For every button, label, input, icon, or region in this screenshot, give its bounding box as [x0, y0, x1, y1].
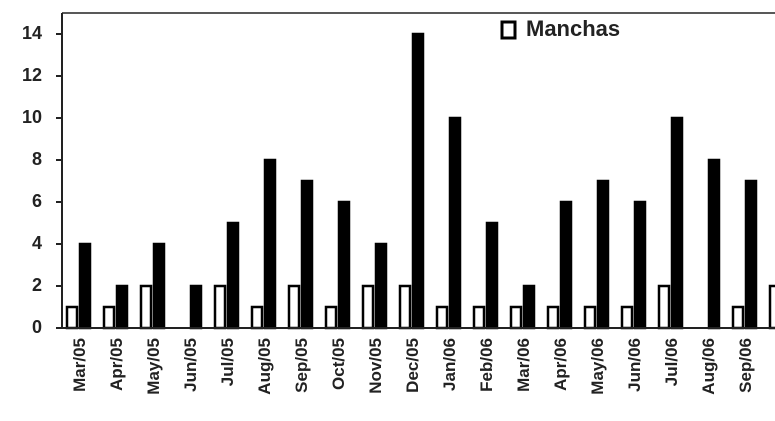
- legend-label: Manchas: [526, 16, 620, 41]
- bar: [337, 200, 351, 330]
- bar: [670, 116, 684, 330]
- bar: [398, 284, 412, 330]
- bar: [448, 116, 462, 330]
- bar: [374, 242, 388, 330]
- y-tick-label: 6: [32, 191, 42, 211]
- bar: [152, 242, 166, 330]
- bar: [546, 305, 560, 330]
- x-tick-label: May/05: [144, 338, 163, 395]
- bar: [620, 305, 634, 330]
- x-tick-label: Apr/05: [107, 338, 126, 391]
- x-tick-label: Jun/05: [181, 338, 200, 392]
- bar: [102, 305, 116, 330]
- bar: [324, 305, 338, 330]
- y-tick-label: 8: [32, 149, 42, 169]
- x-tick-label: Jul/06: [662, 338, 681, 386]
- x-tick-label: Oct/05: [329, 338, 348, 390]
- x-tick-label: Mar/06: [514, 338, 533, 392]
- x-tick-label: Mar/05: [70, 338, 89, 392]
- bar: [596, 179, 610, 330]
- bar: [731, 305, 745, 330]
- x-tick-label: Feb/06: [477, 338, 496, 392]
- bar: [287, 284, 301, 330]
- y-tick-label: 2: [32, 275, 42, 295]
- x-tick-label: Sep/06: [736, 338, 755, 393]
- bar: [583, 305, 597, 330]
- x-tick-label: Nov/05: [366, 338, 385, 394]
- bar: [633, 200, 647, 330]
- x-tick-label: Jul/05: [218, 338, 237, 386]
- x-tick-label: Apr/06: [551, 338, 570, 391]
- x-tick-label: May/06: [588, 338, 607, 395]
- bar: [250, 305, 264, 330]
- bar: [707, 158, 721, 330]
- bar: [522, 284, 536, 330]
- bar: [657, 284, 671, 330]
- bar: [435, 305, 449, 330]
- bar: [65, 305, 79, 330]
- bar: [768, 284, 775, 330]
- bar: [300, 179, 314, 330]
- bar: [744, 179, 758, 330]
- bar: [361, 284, 375, 330]
- bar: [78, 242, 92, 330]
- x-tick-label: Aug/06: [699, 338, 718, 395]
- x-tick-label: Sep/05: [292, 338, 311, 393]
- bar: [485, 221, 499, 330]
- y-tick-label: 12: [22, 65, 42, 85]
- bar: [263, 158, 277, 330]
- y-tick-label: 0: [32, 317, 42, 337]
- legend-swatch: [500, 20, 517, 40]
- x-tick-label: Jun/06: [625, 338, 644, 392]
- bar: [226, 221, 240, 330]
- bar: [115, 284, 129, 330]
- x-tick-label: Dec/05: [403, 338, 422, 393]
- y-tick-label: 10: [22, 107, 42, 127]
- bar: [213, 284, 227, 330]
- bar: [472, 305, 486, 330]
- y-tick-label: 4: [32, 233, 42, 253]
- bar: [139, 284, 153, 330]
- x-tick-label: Jan/06: [440, 338, 459, 391]
- bar: [509, 305, 523, 330]
- x-tick-label: Aug/05: [255, 338, 274, 395]
- y-tick-label: 14: [22, 23, 42, 43]
- bar: [411, 32, 425, 330]
- bar: [189, 284, 203, 330]
- bar: [559, 200, 573, 330]
